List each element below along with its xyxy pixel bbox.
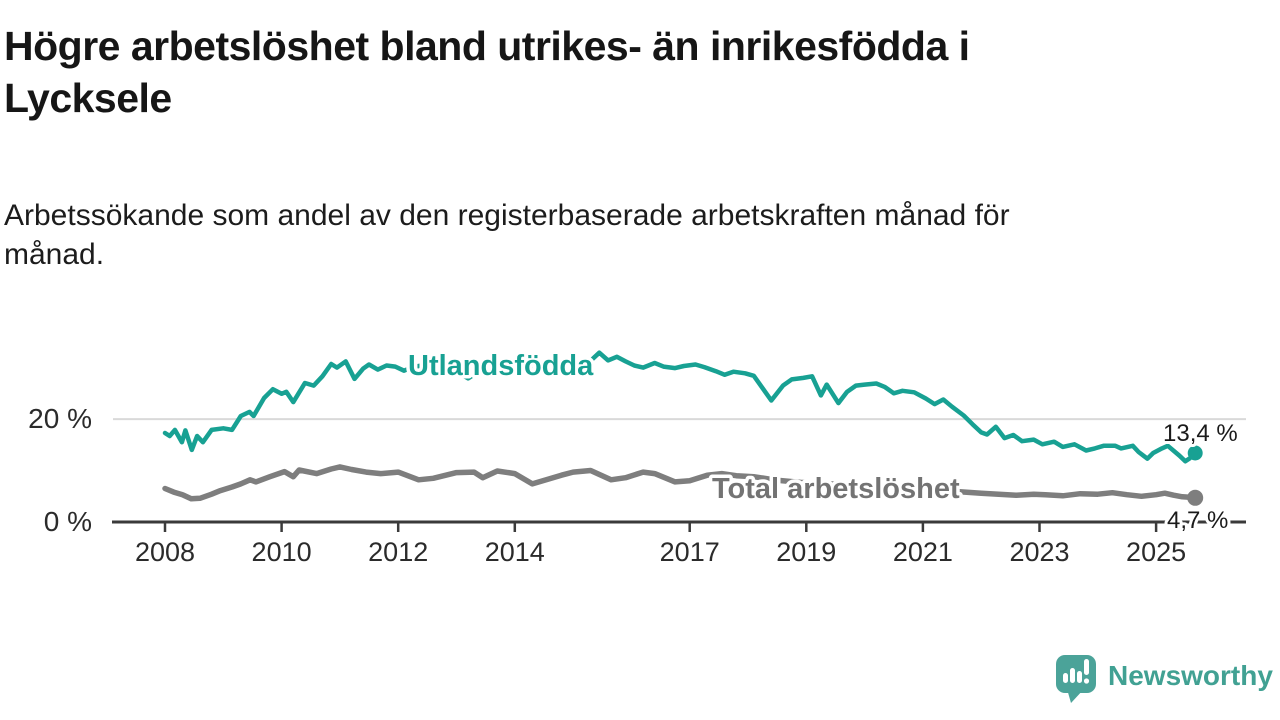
chart-subtitle: Arbetssökande som andel av den registerb… [4, 196, 1234, 274]
chart-subtitle-line1: Arbetssökande som andel av den registerb… [4, 199, 1010, 232]
page-title: Högre arbetslöshet bland utrikes- än inr… [4, 20, 1244, 124]
total-arbetsloshet-line [162, 464, 1198, 502]
y-tick-label: 0 % [44, 506, 92, 537]
y-axis-labels: 20 % 0 % [28, 403, 92, 537]
total-arbetsloshet-end-dot [1187, 489, 1204, 506]
utlandsfodda-series-label: Utlandsfödda [408, 350, 594, 382]
newsworthy-logo: Newsworthy [1056, 655, 1273, 703]
page-title-line1: Högre arbetslöshet bland utrikes- än inr… [4, 23, 970, 69]
x-tick-label: 2010 [252, 537, 312, 567]
chart-subtitle-line2: månad. [4, 238, 105, 271]
x-tick-label: 2023 [1009, 537, 1069, 567]
x-tick-label: 2017 [660, 537, 720, 567]
x-axis-ticks: 2008 2010 2012 2014 2017 2019 2021 2023 2025 [135, 523, 1186, 567]
x-tick-label: 2008 [135, 537, 195, 567]
newsworthy-logo-bubble-icon [1056, 655, 1096, 703]
total-arbetsloshet-end-value-label: 4,7 % [1167, 507, 1228, 534]
utlandsfodda-line [162, 350, 1198, 464]
newsworthy-logo-text: Newsworthy [1108, 660, 1273, 691]
x-tick-label: 2019 [776, 537, 836, 567]
utlandsfodda-end-dot [1187, 445, 1203, 461]
utlandsfodda-end-value-label: 13,4 % [1163, 420, 1238, 447]
x-tick-label: 2021 [893, 537, 953, 567]
y-tick-label: 20 % [28, 403, 92, 434]
page-title-line2: Lycksele [4, 75, 172, 121]
x-tick-label: 2025 [1126, 537, 1186, 567]
x-tick-label: 2014 [485, 537, 545, 567]
x-tick-label: 2012 [368, 537, 428, 567]
total-arbetsloshet-series-label: Total arbetslöshet [712, 473, 960, 505]
